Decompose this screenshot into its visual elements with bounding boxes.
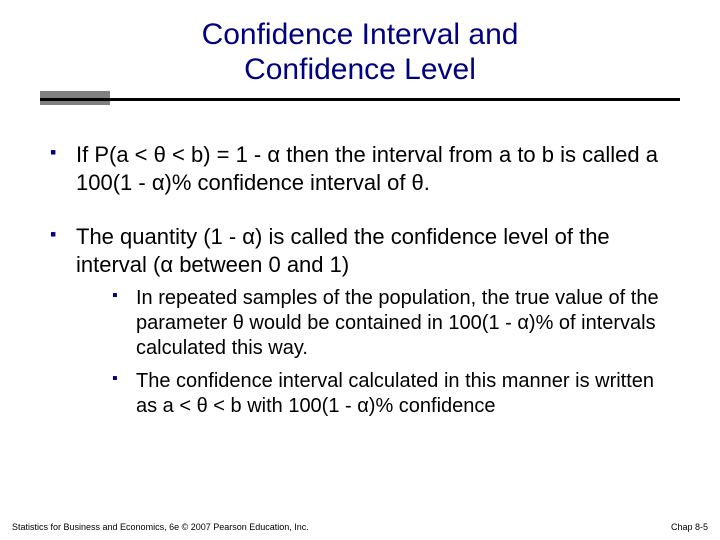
footer-left: Statistics for Business and Economics, 6…	[12, 522, 309, 532]
footer-right: Chap 8-5	[671, 522, 708, 532]
sub-bullet-text-1: In repeated samples of the population, t…	[136, 287, 659, 359]
title-region: Confidence Interval and Confidence Level	[0, 0, 720, 101]
title-underline	[40, 98, 680, 101]
title-line-1: Confidence Interval and	[202, 18, 519, 51]
content-region: If P(a < θ < b) = 1 - α then the interva…	[0, 101, 720, 419]
sub-bullet-text-2: The confidence interval calculated in th…	[136, 370, 654, 417]
bullet-text-2: The quantity (1 - α) is called the confi…	[76, 224, 610, 277]
sub-bullet-list: In repeated samples of the population, t…	[76, 286, 670, 419]
slide-title: Confidence Interval and Confidence Level	[40, 18, 680, 87]
main-bullet-list: If P(a < θ < b) = 1 - α then the interva…	[50, 141, 670, 419]
sub-bullet-item-2: The confidence interval calculated in th…	[136, 369, 670, 419]
bullet-item-2: The quantity (1 - α) is called the confi…	[76, 223, 670, 418]
bullet-text-1: If P(a < θ < b) = 1 - α then the interva…	[76, 142, 658, 195]
bullet-item-1: If P(a < θ < b) = 1 - α then the interva…	[76, 141, 670, 197]
footer: Statistics for Business and Economics, 6…	[12, 522, 708, 532]
sub-bullet-item-1: In repeated samples of the population, t…	[136, 286, 670, 361]
title-line-2: Confidence Level	[244, 53, 476, 86]
